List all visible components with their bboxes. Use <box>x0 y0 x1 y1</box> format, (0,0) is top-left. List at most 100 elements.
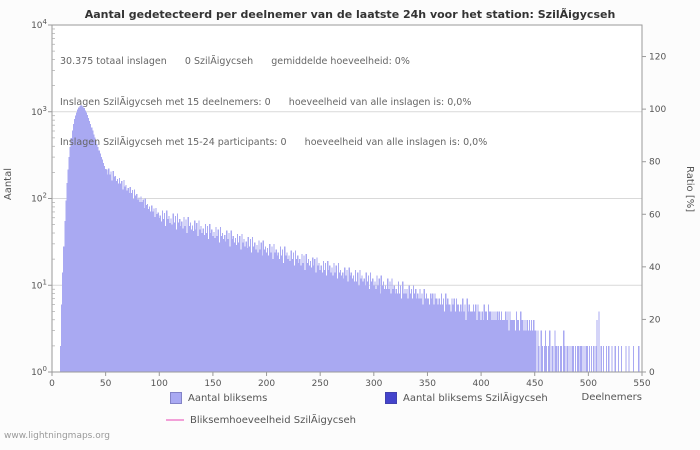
bar <box>583 345 585 372</box>
chart-title: Aantal gedetecteerd per deelnemer van de… <box>84 8 616 21</box>
bar <box>596 319 598 372</box>
bar <box>431 298 433 372</box>
bar <box>324 263 327 372</box>
bar <box>205 233 208 372</box>
bar <box>438 298 440 372</box>
x-tick-label: 450 <box>526 379 543 389</box>
bar <box>572 345 574 372</box>
bar <box>284 246 286 372</box>
bar <box>141 202 143 372</box>
bar <box>211 229 213 372</box>
bar <box>64 221 66 372</box>
bar <box>436 298 438 372</box>
bar <box>396 293 399 372</box>
bar <box>412 285 415 372</box>
bar <box>251 236 254 372</box>
bar <box>245 241 247 372</box>
bar <box>408 285 410 372</box>
bar <box>255 249 257 372</box>
bar <box>227 239 229 372</box>
bar <box>423 289 425 372</box>
bar <box>158 217 160 372</box>
legend-swatch-ratio-line <box>166 419 184 421</box>
bar <box>404 289 406 372</box>
bar <box>467 311 469 372</box>
bar <box>183 217 185 372</box>
bar <box>291 259 293 372</box>
bar <box>258 240 260 372</box>
bar <box>493 319 495 372</box>
bar <box>511 319 513 372</box>
bar <box>600 345 602 372</box>
bar <box>540 330 542 372</box>
bar <box>108 168 110 372</box>
bar <box>369 272 372 372</box>
bar <box>150 211 152 372</box>
legend-item-aantal-bliksems: Aantal bliksems <box>170 392 267 404</box>
bar <box>447 298 449 372</box>
bar <box>346 269 348 372</box>
bar <box>305 253 307 372</box>
bar <box>593 345 595 372</box>
bar <box>105 168 107 372</box>
bar <box>77 109 79 373</box>
bar <box>115 181 117 372</box>
bar <box>419 289 421 372</box>
bar <box>360 278 362 372</box>
bar <box>520 311 522 372</box>
bar <box>131 190 134 372</box>
bar <box>498 311 500 372</box>
bar <box>215 226 217 372</box>
bar <box>544 330 547 372</box>
bar <box>130 192 132 372</box>
bar <box>210 233 212 372</box>
bar <box>388 289 390 372</box>
bar <box>566 345 568 372</box>
bar <box>124 186 126 372</box>
bar <box>313 265 315 372</box>
bar <box>219 226 222 372</box>
bar <box>234 238 237 372</box>
bar <box>336 278 338 372</box>
bar <box>262 240 264 372</box>
x-tick-label: 400 <box>472 379 489 389</box>
stats-line-total: 30.375 totaal inslagen 0 SzilÃigycseh ge… <box>60 56 410 67</box>
bar <box>293 265 296 372</box>
bar <box>590 345 593 372</box>
bar <box>68 157 70 372</box>
bar <box>323 269 326 372</box>
bar <box>290 250 292 372</box>
bar <box>247 236 249 372</box>
bar <box>156 214 158 372</box>
bar <box>168 215 170 372</box>
bar <box>118 177 121 372</box>
bar <box>294 250 297 372</box>
bar <box>242 242 244 372</box>
bar <box>232 235 234 372</box>
bar <box>455 298 458 372</box>
bar <box>244 246 246 372</box>
bar <box>529 330 532 372</box>
bar <box>213 232 215 372</box>
bar <box>518 319 520 372</box>
bar <box>72 124 75 372</box>
bar <box>114 175 116 372</box>
bar <box>206 226 209 372</box>
bar <box>316 257 318 372</box>
bar <box>442 298 445 372</box>
x-tick-label: 350 <box>419 379 436 389</box>
bar <box>62 272 64 372</box>
bar <box>523 330 525 372</box>
bar <box>424 298 426 372</box>
bar <box>99 153 101 372</box>
bar <box>96 143 98 372</box>
bar <box>189 222 191 372</box>
bar <box>126 190 128 372</box>
bar <box>524 319 526 372</box>
bar <box>371 281 373 372</box>
bar <box>61 304 63 372</box>
bar <box>450 311 452 372</box>
bar <box>394 293 396 372</box>
bar <box>417 293 419 372</box>
bar <box>235 245 238 372</box>
